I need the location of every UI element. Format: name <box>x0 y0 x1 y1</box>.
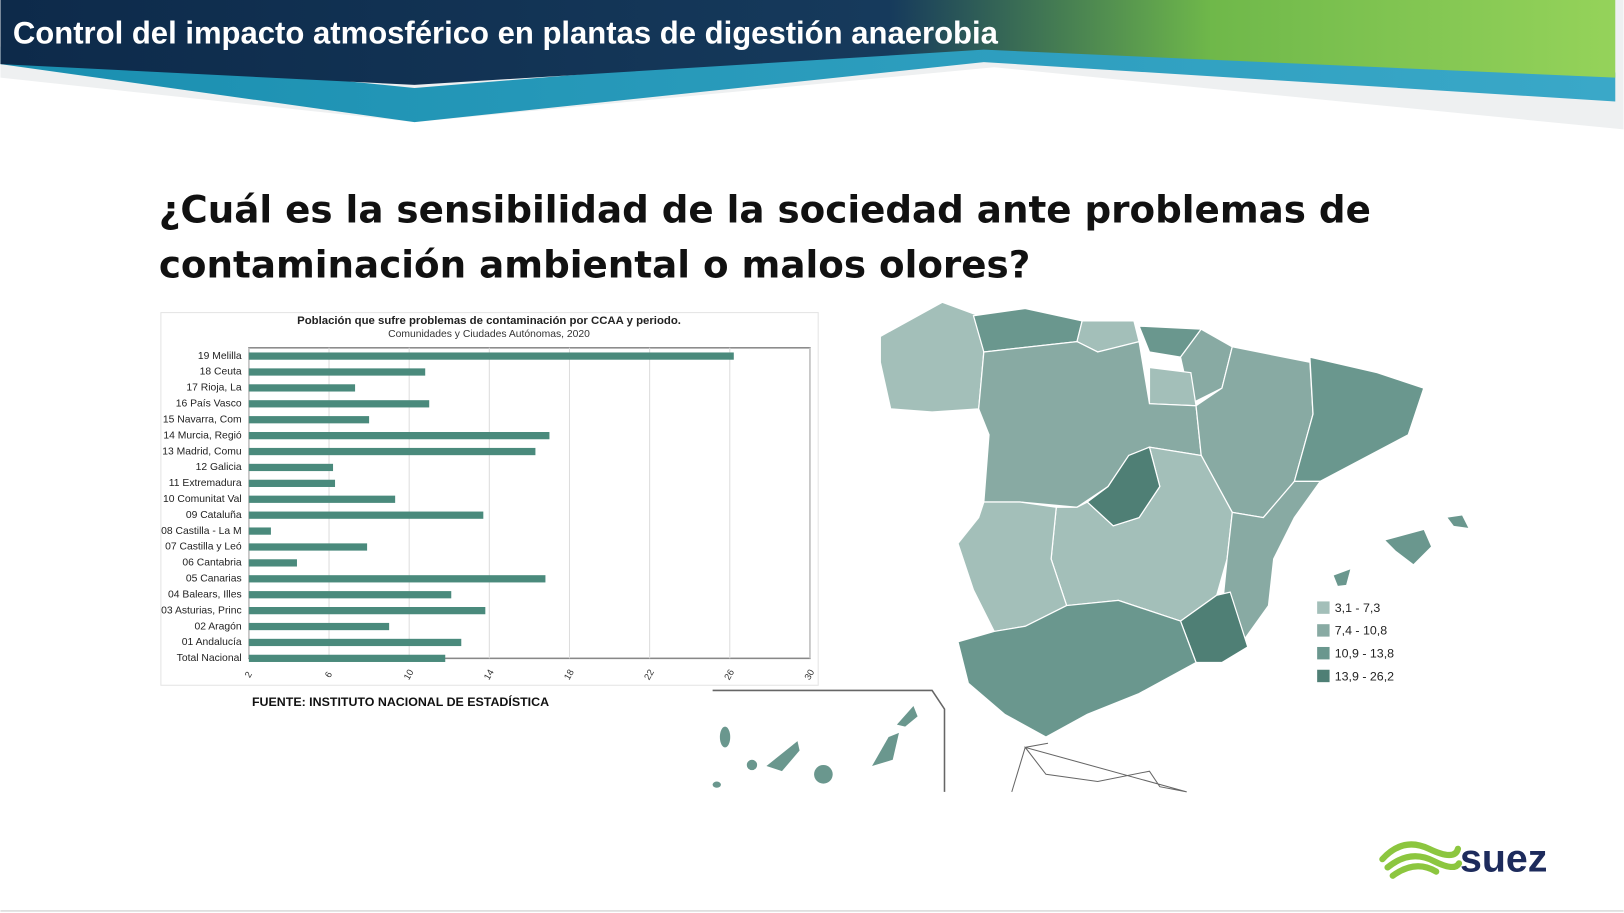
bar <box>248 400 430 408</box>
x-tick-label: 10 <box>402 668 416 682</box>
y-tick-label: 04 Balears, Illes <box>168 589 242 600</box>
y-tick-label: 05 Canarias <box>186 574 242 585</box>
inset-border <box>712 689 946 792</box>
region <box>1086 446 1161 527</box>
bar <box>248 527 271 535</box>
region <box>1179 328 1233 405</box>
bar <box>248 575 546 583</box>
y-tick-label: 08 Castilla - La M <box>161 526 241 537</box>
x-tick-label: 26 <box>722 668 736 682</box>
bar <box>248 416 370 424</box>
x-tick-label: 18 <box>562 668 576 682</box>
header-band <box>0 41 1616 123</box>
legend-label: 7,4 - 10,8 <box>1335 624 1388 638</box>
legend-label: 10,9 - 13,8 <box>1335 646 1394 660</box>
y-tick-label: 18 Ceuta <box>200 367 242 378</box>
bar <box>248 622 390 631</box>
island <box>1447 515 1469 528</box>
bar <box>248 638 462 647</box>
legend-swatch <box>1317 669 1330 683</box>
map-legend: 3,1 - 7,3 7,4 - 10,8 10,9 - 13,8 13,9 - 26,… <box>1317 601 1394 683</box>
bar <box>248 368 426 376</box>
island <box>1333 569 1351 586</box>
map <box>712 301 1469 793</box>
bar <box>248 495 396 503</box>
x-tick-label: 22 <box>642 668 656 682</box>
region <box>1293 356 1425 482</box>
legend-swatch <box>1317 646 1330 660</box>
legend-swatch <box>1317 601 1330 614</box>
x-tick-label: 6 <box>323 670 334 679</box>
y-tick-label: 03 Asturias, Princ <box>161 605 241 616</box>
legend-label: 13,9 - 26,2 <box>1335 669 1394 683</box>
bar <box>248 479 336 487</box>
y-tick-label: 13 Madrid, Comu <box>162 446 242 457</box>
legend-swatch <box>1317 624 1330 637</box>
island <box>896 705 918 727</box>
y-tick-label: 02 Aragón <box>194 621 241 632</box>
chart-subtitle: Comunidades y Ciudades Autónomas, 2020 <box>388 329 590 340</box>
logo-text: suez <box>1460 837 1547 881</box>
bar <box>248 559 297 567</box>
y-tick-label: 12 Galicia <box>196 462 242 473</box>
y-tick-label: 01 Andalucía <box>182 637 242 648</box>
island <box>872 732 899 767</box>
logo: suez <box>1379 837 1547 881</box>
chart-title: Población que sufre problemas de contami… <box>297 315 681 327</box>
x-tick-label: 30 <box>803 668 817 682</box>
inset-ceuta-melilla <box>1011 742 1187 793</box>
header-main <box>0 0 1616 85</box>
y-tick-label: 09 Cataluña <box>186 510 242 521</box>
bar <box>248 384 356 392</box>
bar <box>248 447 536 456</box>
y-tick-label: 16 País Vasco <box>176 399 242 410</box>
bar <box>248 352 734 360</box>
x-tick-label: 2 <box>243 670 254 679</box>
bar <box>248 607 486 615</box>
source: FUENTE: INSTITUTO NACIONAL DE ESTADÍSTIC… <box>252 694 549 709</box>
heading-line: contaminación ambiental o malos olores? <box>159 243 1031 287</box>
island <box>746 759 758 771</box>
region <box>1148 366 1197 407</box>
y-tick-label: 06 Cantabria <box>182 558 241 569</box>
y-tick-label: 10 Comunitat Val <box>163 494 242 505</box>
region <box>1221 480 1322 643</box>
island <box>712 781 721 788</box>
y-tick-label: 07 Castilla y Leó <box>165 542 242 553</box>
island <box>814 764 833 784</box>
bar <box>248 511 484 519</box>
y-tick-label: Total Nacional <box>177 653 242 664</box>
y-tick-label: 11 Extremadura <box>169 478 242 489</box>
x-tick-label: 14 <box>482 668 496 682</box>
y-tick-label: 19 Melilla <box>198 351 242 362</box>
bar <box>248 543 368 551</box>
y-tick-label: 17 Rioja, La <box>186 383 241 394</box>
header-title: Control del impacto atmosférico en plant… <box>13 15 999 50</box>
bar <box>248 463 334 472</box>
island <box>766 741 800 772</box>
heading-line: ¿Cuál es la sensibilidad de la sociedad … <box>159 188 1371 232</box>
y-tick-label: 15 Navarra, Com <box>163 414 242 425</box>
bar <box>248 654 446 662</box>
region <box>957 599 1197 738</box>
bar <box>248 591 452 599</box>
island <box>1385 529 1432 565</box>
bar <box>248 432 550 440</box>
island <box>719 726 731 748</box>
legend-label: 3,1 - 7,3 <box>1335 601 1381 615</box>
y-tick-label: 14 Murcia, Regió <box>163 430 241 441</box>
